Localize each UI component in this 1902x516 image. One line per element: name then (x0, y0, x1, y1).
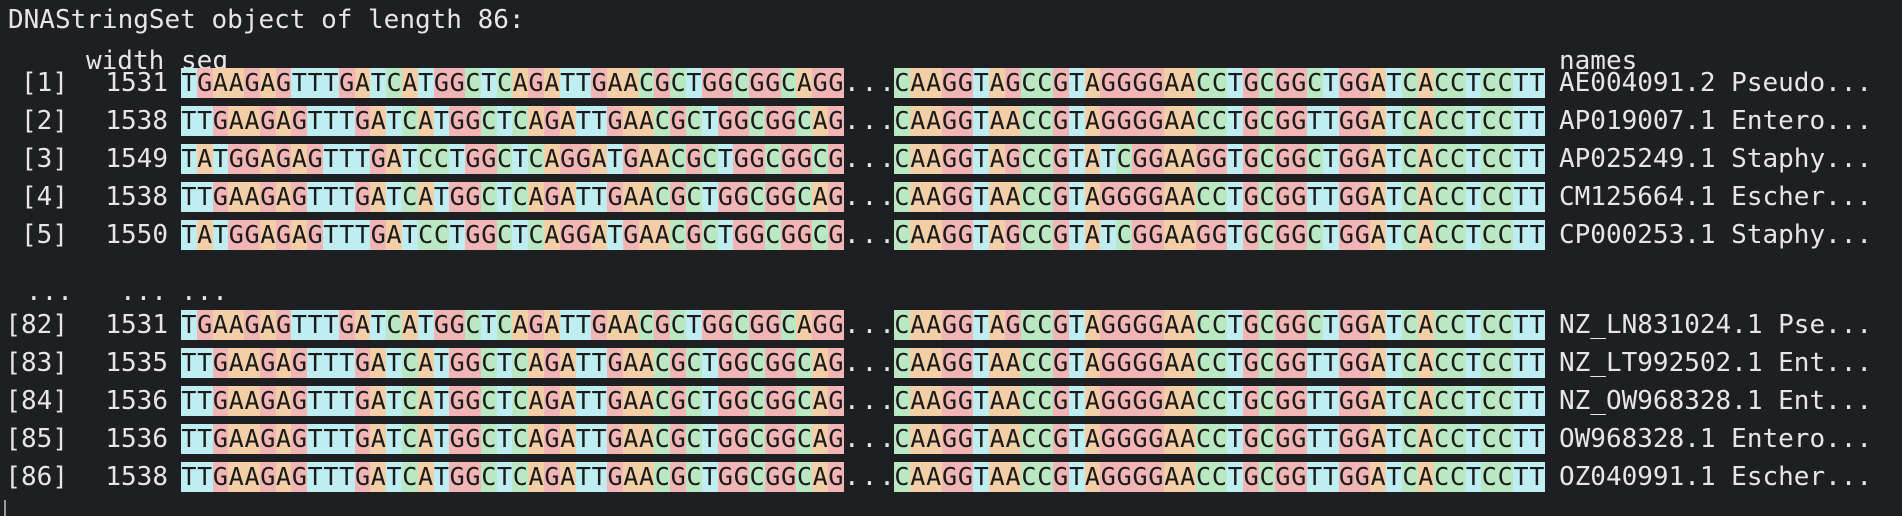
row-index: [1] (21, 68, 68, 98)
sequence-name: AE004091.2 Pseudo... (1559, 68, 1873, 98)
text-cursor (4, 500, 6, 516)
ellipsis-width: ... (120, 277, 167, 307)
sequence-name: NZ_LT992502.1 Ent... (1559, 348, 1873, 378)
sequence-row: [82] 1531 T G A A G A G T T T G A T C A T G G C T C A G A T T G A A C G C… (0, 306, 1902, 344)
row-index: [4] (21, 182, 68, 212)
sequence-width: 1535 (105, 348, 168, 378)
sequence-width: 1531 (105, 68, 168, 98)
sequence-gap: ... (844, 386, 897, 416)
sequence-row: [86] 1538 T T G A A G A G T T T G A T C A T G G C T C A G A T T G A A C G… (0, 458, 1902, 496)
sequence-width: 1531 (105, 310, 168, 340)
sequence-name: NZ_OW968328.1 Ent... (1559, 386, 1873, 416)
sequence-name: AP019007.1 Entero... (1559, 106, 1873, 136)
row-index: [82] (5, 310, 68, 340)
object-summary: DNAStringSet object of length 86: (8, 5, 525, 35)
row-index: [84] (5, 386, 68, 416)
row-index: [85] (5, 424, 68, 454)
sequence-width: 1538 (105, 182, 168, 212)
row-index: [2] (21, 106, 68, 136)
ellipsis-index: ... (26, 277, 73, 307)
sequence-gap: ... (844, 106, 897, 136)
row-index: [5] (21, 220, 68, 250)
sequence-name: AP025249.1 Staphy... (1559, 144, 1873, 174)
sequence-gap: ... (844, 348, 897, 378)
sequence-width: 1549 (105, 144, 168, 174)
sequence-name: OW968328.1 Entero... (1559, 424, 1873, 454)
row-index: [3] (21, 144, 68, 174)
sequence-row: [84] 1536 T T G A A G A G T T T G A T C A T G G C T C A G A T T G A A C G… (0, 382, 1902, 420)
sequence-row: [3] 1549 T A T G G A G A G T T T G A T C C T G G C T C A G G A T G A A C G… (0, 140, 1902, 178)
sequence-gap: ... (844, 310, 897, 340)
sequence-gap: ... (844, 182, 897, 212)
width-header: width (86, 46, 165, 76)
sequence-gap: ... (844, 220, 897, 250)
row-index: [83] (5, 348, 68, 378)
sequence-row: [4] 1538 T T G A A G A G T T T G A T C A T G G C T C A G A T T G A A C G C… (0, 178, 1902, 216)
sequence-name: CM125664.1 Escher... (1559, 182, 1873, 212)
sequence-row: [5] 1550 T A T G G A G A G T T T G A T C C T G G C T C A G G A T G A A C G… (0, 216, 1902, 254)
sequence-row: [1] 1531 T G A A G A G T T T G A T C A T G G C T C A G A T T G A A C G C T… (0, 64, 1902, 102)
sequence-gap: ... (844, 462, 897, 492)
sequence-name: NZ_LN831024.1 Pse... (1559, 310, 1873, 340)
sequence-gap: ... (844, 144, 897, 174)
sequence-row: [85] 1536 T T G A A G A G T T T G A T C A T G G C T C A G A T T G A A C G… (0, 420, 1902, 458)
sequence-name: CP000253.1 Staphy... (1559, 220, 1873, 250)
sequence-width: 1536 (105, 424, 168, 454)
sequence-row: [2] 1538 T T G A A G A G T T T G A T C A T G G C T C A G A T T G A A C G C… (0, 102, 1902, 140)
sequence-width: 1538 (105, 106, 168, 136)
sequence-row: [83] 1535 T T G A A G A G T T T G A T C A T G G C T C A G A T T G A A C G… (0, 344, 1902, 382)
sequence-gap: ... (844, 68, 897, 98)
names-header: names (1559, 46, 1638, 76)
sequence-width: 1538 (105, 462, 168, 492)
ellipsis-seq: ... (181, 277, 228, 307)
sequence-gap: ... (844, 424, 897, 454)
sequence-width: 1536 (105, 386, 168, 416)
row-index: [86] (5, 462, 68, 492)
sequence-name: OZ040991.1 Escher... (1559, 462, 1873, 492)
sequence-width: 1550 (105, 220, 168, 250)
